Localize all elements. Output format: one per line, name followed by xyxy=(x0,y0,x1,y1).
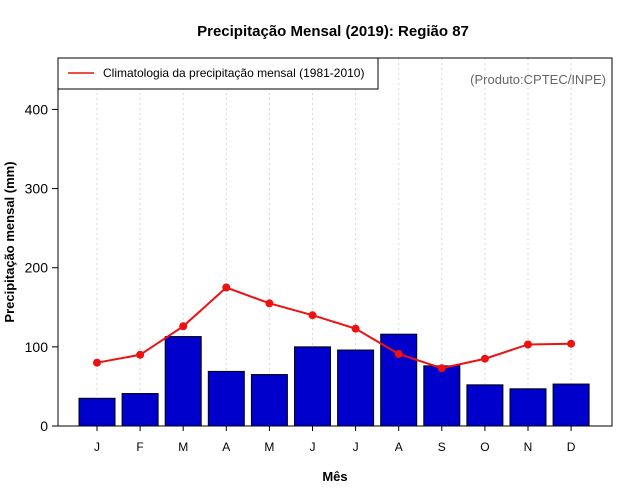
x-tick-label: M xyxy=(178,440,188,454)
x-tick-label: N xyxy=(524,440,533,454)
bar xyxy=(466,384,504,427)
climatology-point xyxy=(351,324,360,333)
climatology-line xyxy=(96,286,572,370)
x-tick-label: J xyxy=(94,440,100,454)
y-tick-label: 100 xyxy=(25,339,49,355)
bar xyxy=(207,370,245,427)
bar xyxy=(294,346,331,427)
legend-label: Climatologia da precipitação mensal (198… xyxy=(103,66,364,80)
climatology-point xyxy=(394,349,403,358)
x-tick-label: A xyxy=(222,440,230,454)
bar xyxy=(380,333,418,427)
plot-frame xyxy=(57,57,613,427)
bar-series xyxy=(78,333,590,427)
climatology-point xyxy=(222,283,231,292)
x-tick-label: D xyxy=(567,440,576,454)
x-tick-label: A xyxy=(395,440,403,454)
climatology-point xyxy=(308,311,317,320)
climatology-point xyxy=(524,340,532,349)
legend: Climatologia da precipitação mensal (198… xyxy=(57,57,379,90)
y-tick-label: 0 xyxy=(40,418,48,434)
bar xyxy=(250,374,288,427)
bar xyxy=(423,365,461,427)
climatology-point xyxy=(179,322,188,331)
bar xyxy=(337,349,375,427)
x-tick-label: J xyxy=(353,440,359,454)
bar xyxy=(509,388,547,427)
chart-title: Precipitação Mensal (2019): Região 87 xyxy=(197,23,469,40)
climatology-point xyxy=(265,299,274,308)
climatology-point xyxy=(480,354,489,363)
climatology-point xyxy=(567,339,576,348)
x-tick-label: J xyxy=(310,440,316,454)
y-tick-label: 200 xyxy=(25,260,49,276)
y-tick-label: 300 xyxy=(25,181,49,197)
y-axis: 0 100 200 300 400 xyxy=(25,101,58,434)
bar xyxy=(164,336,202,427)
climatology-point xyxy=(136,350,145,359)
x-tick-label: S xyxy=(438,440,446,454)
bar xyxy=(78,397,116,427)
bar xyxy=(121,393,159,427)
climatology-series xyxy=(93,283,576,373)
climatology-point xyxy=(437,364,446,373)
x-axis-title: Mês xyxy=(322,469,347,484)
bar xyxy=(552,383,590,427)
y-tick-label: 400 xyxy=(25,101,49,117)
x-tick-label: M xyxy=(264,440,274,454)
x-tick-label: O xyxy=(480,440,489,454)
climatology-point xyxy=(93,358,101,367)
y-axis-title: Precipitação mensal (mm) xyxy=(2,161,17,322)
x-tick-label: F xyxy=(136,440,143,454)
source-credit: (Produto:CPTEC/INPE) xyxy=(470,72,606,87)
legend-box xyxy=(57,57,379,90)
